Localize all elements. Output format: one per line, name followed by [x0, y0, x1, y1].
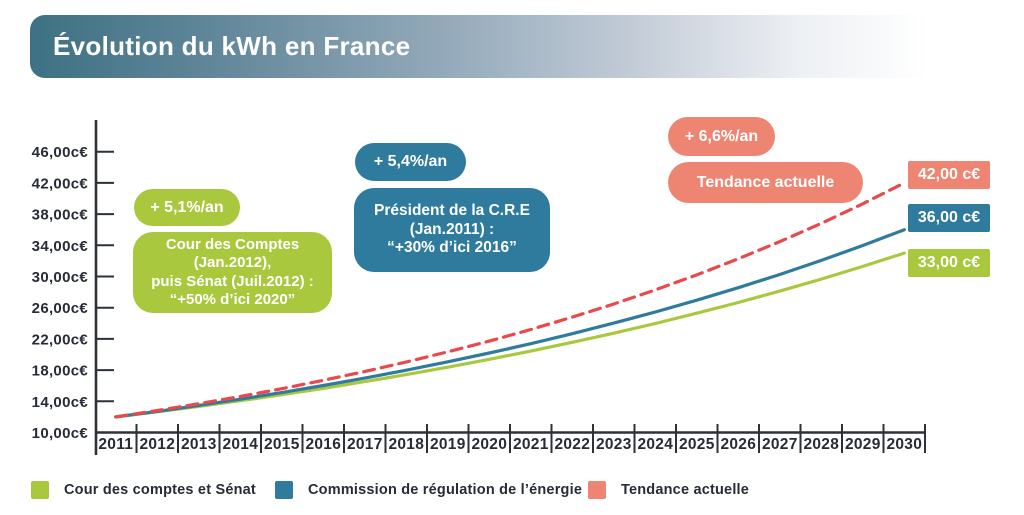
tendance-actuelle-bubble: Tendance actuelle: [668, 162, 863, 203]
legend-label: Tendance actuelle: [621, 482, 750, 498]
x-tick-label: 2016: [305, 436, 341, 453]
legend-item-cre: Commission de régulation de l’énergie: [275, 474, 582, 506]
legend-swatch-green: [31, 481, 49, 499]
end-value-tag-tendance: 42,00 c€: [908, 161, 990, 189]
page-title: Évolution du kWh en France: [53, 31, 411, 61]
legend-swatch-blue: [275, 481, 293, 499]
end-value-tag-cour-des-comptes: 33,00 c€: [908, 249, 990, 277]
legend: Cour des comptes et Sénat Commission de …: [0, 474, 1024, 506]
x-tick-label: 2012: [139, 436, 175, 453]
legend-label: Cour des comptes et Sénat: [64, 482, 256, 498]
x-tick-label: 2022: [554, 436, 590, 453]
x-tick-label: 2030: [886, 436, 922, 453]
x-tick-label: 2021: [513, 436, 549, 453]
x-tick-label: 2014: [222, 436, 258, 453]
blue-rate-bubble: + 5,4%/an: [355, 143, 466, 181]
x-tick-label: 2011: [98, 436, 133, 453]
y-tick-label: 26,00c€: [32, 300, 89, 317]
y-tick-label: 14,00c€: [32, 394, 89, 411]
salmon-rate-bubble: + 6,6%/an: [668, 117, 775, 156]
x-tick-label: 2015: [264, 436, 300, 453]
legend-label: Commission de régulation de l’énergie: [308, 482, 583, 498]
x-tick-label: 2027: [762, 436, 798, 453]
blue-note-bubble: Président de la C.R.E (Jan.2011) : “+30%…: [354, 188, 550, 272]
x-tick-label: 2019: [430, 436, 466, 453]
curve-cre: [114, 228, 906, 419]
x-tick-label: 2020: [471, 436, 507, 453]
x-tick-label: 2028: [803, 436, 839, 453]
legend-swatch-salmon: [588, 481, 606, 499]
green-note-bubble: Cour des Comptes (Jan.2012), puis Sénat …: [133, 232, 332, 313]
end-value-tag-cre: 36,00 c€: [908, 204, 990, 232]
x-tick-label: 2017: [347, 436, 383, 453]
y-tick-label: 38,00c€: [32, 207, 89, 224]
x-tick-label: 2018: [388, 436, 424, 453]
x-tick-label: 2013: [181, 436, 217, 453]
legend-item-tendance: Tendance actuelle: [588, 474, 749, 506]
curve-tendance: [114, 181, 906, 419]
x-tick-label: 2024: [637, 436, 673, 453]
x-tick-label: 2026: [720, 436, 756, 453]
y-tick-label: 42,00c€: [32, 175, 89, 192]
legend-item-cour-des-comptes: Cour des comptes et Sénat: [31, 474, 256, 506]
title-banner: Évolution du kWh en France: [30, 15, 946, 78]
y-tick-label: 10,00c€: [32, 425, 89, 442]
x-tick-label: 2025: [679, 436, 715, 453]
y-tick-label: 30,00c€: [32, 269, 89, 286]
y-tick-label: 18,00c€: [32, 363, 89, 380]
x-tick-label: 2029: [845, 436, 881, 453]
green-rate-bubble: + 5,1%/an: [134, 189, 240, 226]
x-tick-label: 2023: [596, 436, 632, 453]
y-tick-label: 46,00c€: [32, 144, 89, 161]
y-tick-label: 22,00c€: [32, 331, 89, 348]
y-tick-label: 34,00c€: [32, 238, 89, 255]
